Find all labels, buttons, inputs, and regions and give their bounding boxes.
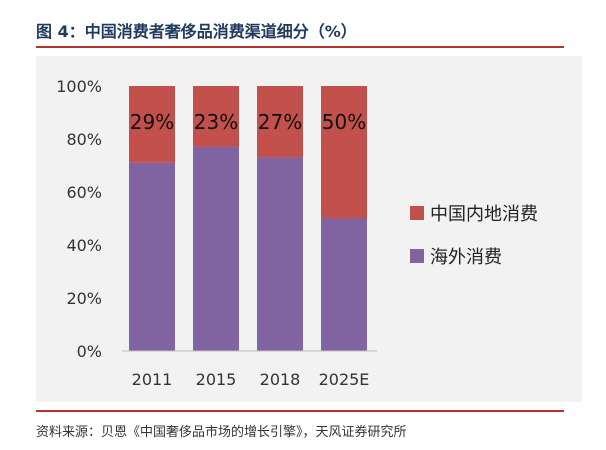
stacked-bar-chart: 0% 20% 40% 60% 80% 100% 29% 2011 23% 2015 27% 2018 5…: [56, 77, 538, 389]
data-label: 50%: [322, 110, 366, 134]
y-tick-label: 80%: [66, 130, 102, 149]
bar-segment-overseas: [257, 157, 303, 351]
legend-label: 中国内地消费: [430, 204, 538, 225]
chart-area: 0% 20% 40% 60% 80% 100% 29% 2011 23% 2015 27% 2018 5…: [36, 56, 582, 402]
data-label: 27%: [258, 110, 302, 134]
bar-segment-domestic: [321, 86, 367, 219]
bar-segment-overseas: [321, 218, 367, 351]
legend-swatch-overseas: [410, 249, 424, 263]
bar-segment-domestic: [129, 86, 175, 163]
x-tick-label: 2011: [132, 370, 173, 389]
data-label: 29%: [130, 110, 174, 134]
bar-segment-domestic: [193, 86, 239, 147]
source-note: 资料来源：贝恩《中国奢侈品市场的增长引擎》，天风证券研究所: [36, 425, 407, 440]
y-tick-label: 40%: [66, 236, 102, 255]
bar-segment-overseas: [129, 162, 175, 351]
bar-segment-domestic: [257, 86, 303, 158]
title-divider: [36, 46, 564, 48]
x-tick-label: 2018: [260, 370, 301, 389]
legend-label: 海外消费: [430, 247, 502, 268]
bar-segment-overseas: [193, 146, 239, 351]
y-tick-label: 100%: [56, 77, 102, 96]
y-tick-label: 20%: [66, 289, 102, 308]
x-tick-label: 2015: [196, 370, 237, 389]
legend-swatch-domestic: [410, 206, 424, 220]
figure-title: 图 4：中国消费者奢侈品消费渠道细分（%）: [36, 22, 357, 41]
source-divider: [36, 410, 564, 412]
y-tick-label: 0%: [77, 342, 102, 361]
x-tick-label: 2025E: [319, 370, 370, 389]
y-tick-label: 60%: [66, 183, 102, 202]
data-label: 23%: [194, 110, 238, 134]
